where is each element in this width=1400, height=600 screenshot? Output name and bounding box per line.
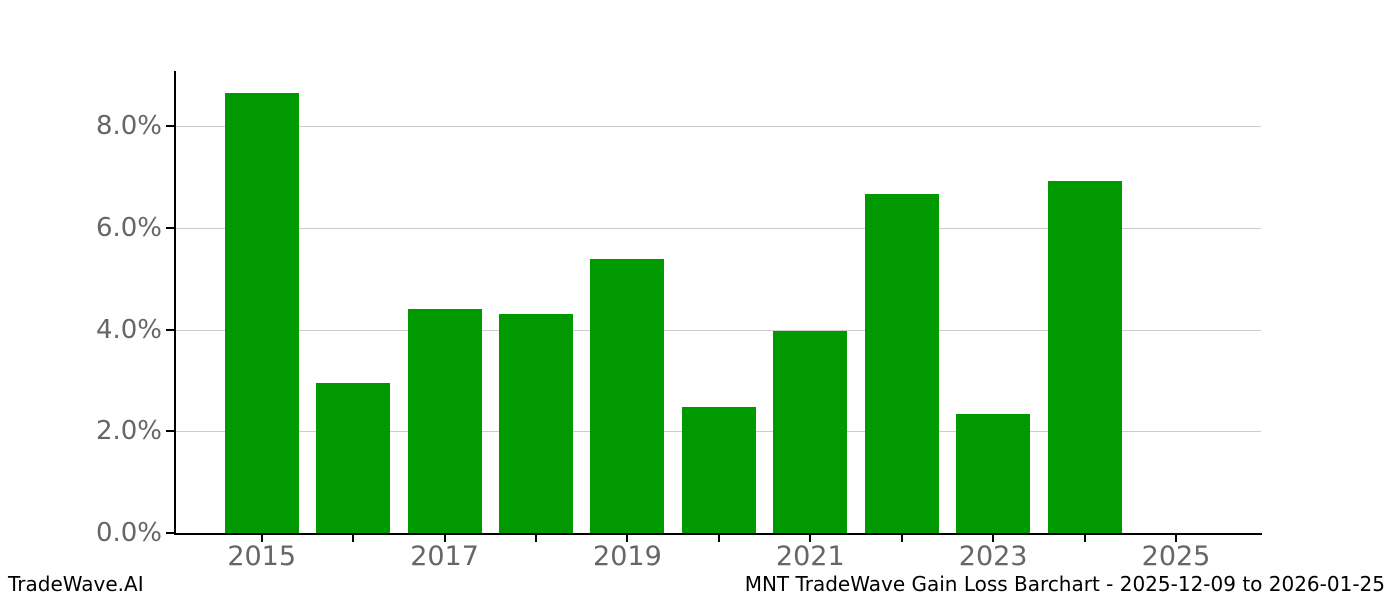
y-axis-spine <box>174 71 176 535</box>
x-tick-mark-2025 <box>1175 535 1177 542</box>
bar-2018 <box>498 313 573 533</box>
x-axis-spine <box>174 533 1262 535</box>
x-tick-mark-2021 <box>809 535 812 542</box>
x-tick-mark-2019 <box>626 535 629 542</box>
watermark-brand-text: TradeWave.AI <box>8 572 144 596</box>
y-tick-label-8.0%: 8.0% <box>95 111 162 142</box>
bar-2022 <box>864 193 939 533</box>
x-tick-mark-2020 <box>717 535 720 542</box>
y-tick-mark-8.0% <box>166 125 174 128</box>
x-tick-mark-2016 <box>352 535 355 542</box>
x-tick-label-2019: 2019 <box>593 541 662 572</box>
bar-2016 <box>316 382 391 533</box>
bar-2019 <box>590 259 665 533</box>
gridline-4.0% <box>175 329 1261 331</box>
y-tick-label-4.0%: 4.0% <box>95 314 162 345</box>
x-tick-mark-2023 <box>992 535 995 542</box>
chart-title: MNT TradeWave Gain Loss Barchart - 2025-… <box>744 572 1385 596</box>
bar-2024 <box>1047 180 1122 533</box>
bar-2021 <box>773 331 848 533</box>
bar-2023 <box>956 413 1031 533</box>
x-tick-label-2021: 2021 <box>775 541 845 572</box>
x-tick-label-2023: 2023 <box>958 541 1028 572</box>
x-tick-mark-2022 <box>900 535 903 542</box>
x-tick-label-2015: 2015 <box>227 541 297 572</box>
gridline-6.0% <box>175 228 1261 230</box>
x-tick-mark-2018 <box>534 535 537 542</box>
y-tick-mark-4.0% <box>166 328 174 331</box>
x-tick-mark-2024 <box>1083 535 1086 542</box>
gridline-8.0% <box>175 126 1261 128</box>
y-tick-label-2.0%: 2.0% <box>95 416 162 447</box>
bar-2020 <box>681 407 756 533</box>
x-tick-mark-2015 <box>260 535 263 542</box>
x-tick-label-2025: 2025 <box>1141 541 1211 572</box>
x-tick-label-2017: 2017 <box>410 541 479 572</box>
plot-area <box>175 72 1261 533</box>
y-tick-mark-6.0% <box>166 227 174 230</box>
x-tick-mark-2017 <box>443 535 446 542</box>
y-tick-label-0.0%: 0.0% <box>95 518 162 548</box>
y-tick-mark-0.0% <box>166 532 174 534</box>
bar-2017 <box>407 308 482 533</box>
y-tick-label-6.0%: 6.0% <box>95 213 162 244</box>
y-tick-mark-2.0% <box>166 430 174 433</box>
bar-2015 <box>224 93 299 533</box>
